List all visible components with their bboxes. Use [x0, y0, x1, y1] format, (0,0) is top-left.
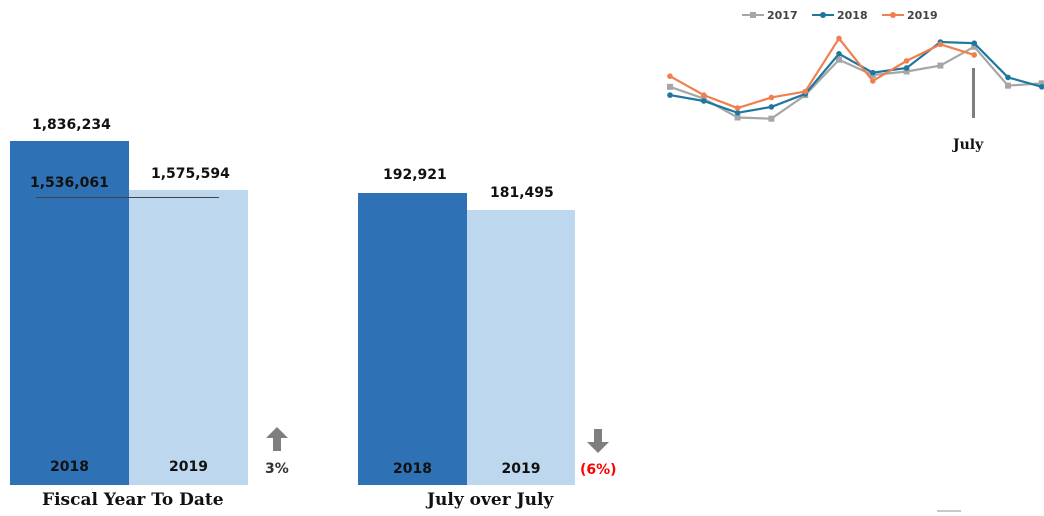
series-line-2018: [669, 40, 1043, 114]
series-line-2019: [669, 36, 975, 110]
july-change-label: (6%): [580, 462, 617, 478]
fytd-2018-bar: [10, 141, 129, 485]
trend-lines: [667, 35, 1044, 122]
series-point-2018-2: [734, 110, 741, 116]
series-point-2017-11: [1038, 80, 1044, 87]
fytd-2019-category: 2019: [169, 459, 208, 475]
series-point-2017-7: [903, 68, 910, 75]
fytd-caption: Fiscal Year To Date: [42, 490, 224, 510]
series-line-2017: [669, 45, 1042, 120]
trend-legend: 2017 2018 2019: [742, 9, 938, 22]
series-point-2019-4: [802, 88, 808, 95]
series-point-2018-5: [836, 51, 842, 57]
july-2018-category: 2018: [393, 461, 432, 477]
series-point-2018-7: [903, 65, 910, 71]
legend-label-2018: 2018: [837, 9, 868, 22]
legend-marker-2017: [750, 12, 756, 18]
series-point-2018-1: [701, 98, 707, 104]
july-2018-value-label: 192,921: [383, 167, 447, 183]
series-point-2017-9: [971, 43, 978, 50]
july-marker: [972, 68, 975, 118]
july-caption: July over July: [427, 490, 554, 510]
series-point-2017-5: [836, 56, 842, 63]
series-point-2017-0: [667, 83, 673, 90]
series-point-2019-2: [734, 105, 741, 111]
legend-label-2017: 2017: [767, 9, 798, 22]
fytd-reference-line: [36, 197, 219, 198]
july-2019-bar: [467, 210, 575, 485]
series-point-2019-5: [836, 35, 842, 42]
faint-footnote-mark: [937, 510, 961, 512]
legend-label-2019: 2019: [907, 9, 938, 22]
legend-marker-2018: [820, 12, 826, 18]
series-point-2017-2: [734, 114, 741, 121]
series-point-2017-8: [937, 62, 944, 69]
series-point-2018-10: [1005, 74, 1011, 81]
series-point-2019-0: [667, 73, 673, 80]
legend-marker-2019: [890, 12, 896, 18]
series-point-2018-3: [768, 104, 775, 110]
up-arrow-icon: [266, 427, 288, 451]
trend-line-chart: 2017 2018 2019: [667, 9, 1044, 122]
down-arrow-icon: [587, 429, 609, 453]
july-annotation: July: [953, 137, 984, 153]
series-point-2019-9: [971, 52, 977, 58]
series-point-2019-1: [701, 92, 707, 98]
series-point-2019-6: [870, 78, 876, 84]
fytd-2019-value-label: 1,575,594: [151, 166, 230, 182]
series-point-2018-0: [667, 92, 673, 98]
series-point-2017-10: [1005, 82, 1011, 89]
series-point-2017-3: [768, 115, 775, 122]
fytd-change-label: 3%: [265, 461, 289, 477]
fytd-reference-label: 1,536,061: [30, 175, 109, 191]
series-point-2019-8: [937, 41, 944, 48]
series-point-2019-7: [903, 58, 910, 64]
fytd-2019-bar: [129, 190, 248, 485]
series-point-2018-11: [1039, 84, 1044, 90]
series-point-2018-9: [971, 40, 977, 46]
july-2019-category: 2019: [501, 461, 541, 477]
july-2018-bar: [358, 193, 467, 485]
series-point-2018-6: [870, 69, 876, 76]
fytd-2018-value-label: 1,836,234: [32, 117, 111, 133]
july-2019-value-label: 181,495: [490, 185, 554, 201]
series-point-2019-3: [768, 94, 775, 101]
fytd-2018-category: 2018: [50, 459, 89, 475]
